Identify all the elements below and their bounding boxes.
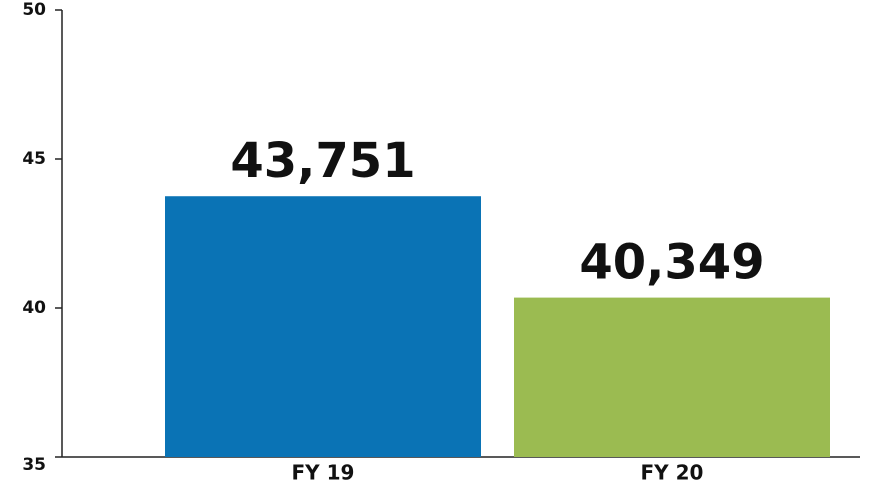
y-tick-label: 40 [22, 298, 46, 318]
x-tick-label: FY 20 [641, 461, 704, 485]
bar [165, 196, 481, 457]
bar [514, 297, 830, 457]
y-tick-label: 45 [22, 149, 46, 169]
y-tick-label: 50 [22, 0, 46, 20]
x-tick-label: FY 19 [292, 461, 355, 485]
value-label: 43,751 [230, 133, 415, 189]
y-tick-label: 35 [22, 455, 46, 475]
value-label: 40,349 [579, 235, 764, 291]
